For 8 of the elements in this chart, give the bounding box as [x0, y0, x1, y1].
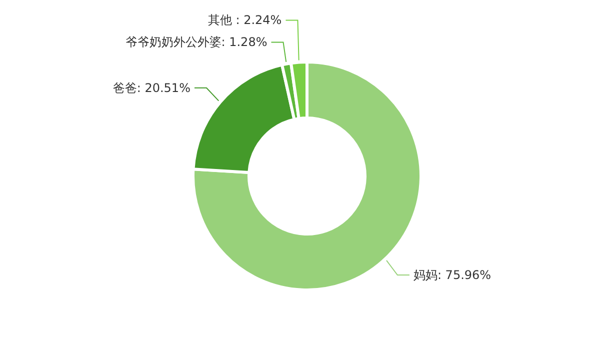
slice-label: 爸爸	[112, 80, 137, 95]
slice-label: 爷爷奶奶外公外婆	[125, 35, 222, 50]
data-label: : 2.24%	[236, 13, 282, 28]
data-label: : 75.96%	[437, 268, 492, 282]
slice-label: 妈妈	[413, 268, 438, 282]
slice-label: 其他	[208, 13, 236, 28]
data-label: : 1.28%	[221, 35, 268, 50]
data-label: : 20.51%	[136, 80, 190, 95]
